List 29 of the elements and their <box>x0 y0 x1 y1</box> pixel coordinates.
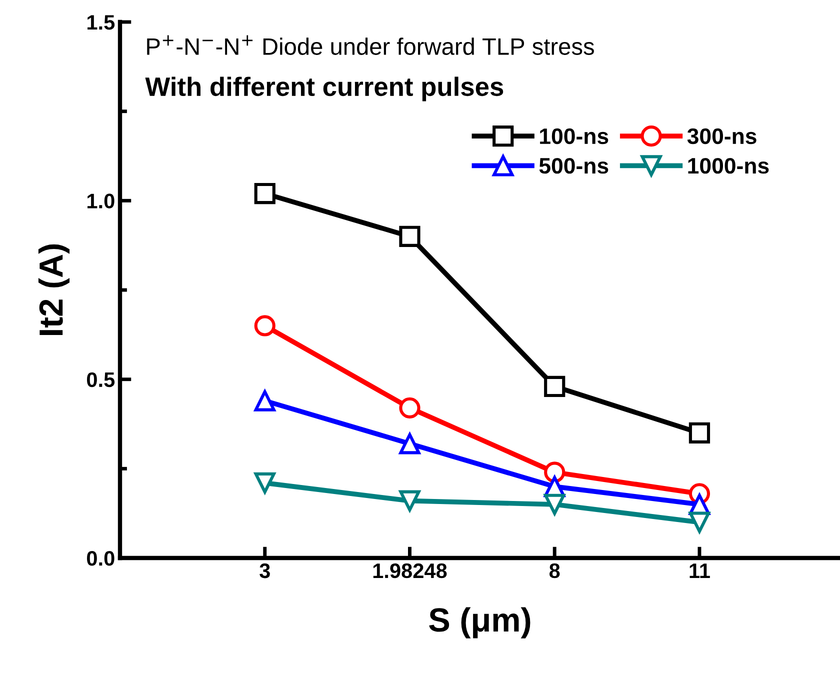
x-axis-title: S (μm) <box>429 607 530 638</box>
legend-label: 300-ns <box>687 128 756 144</box>
y-tick-label: 0.0 <box>87 551 114 566</box>
point <box>544 494 566 515</box>
legend-label: 100-ns <box>540 128 608 144</box>
legend-label: 1000-ns <box>688 158 769 174</box>
y-tick-label: 0.5 <box>87 372 115 388</box>
x-tick-label: 1.98248 <box>373 563 447 578</box>
point <box>254 390 276 412</box>
point <box>399 433 420 454</box>
x-tick-label: 3 <box>260 563 270 578</box>
y-tick-label: 1.5 <box>87 15 115 30</box>
point <box>544 462 566 483</box>
point <box>254 182 276 204</box>
x-tick-label: 8 <box>549 563 560 578</box>
x-tick-label: 11 <box>690 564 710 578</box>
point <box>399 226 420 247</box>
point <box>399 397 420 418</box>
point <box>688 422 710 444</box>
annotation: P$^{+}$-N$^{−}$-N$^{+}$ Diode under forward TLP stress <box>147 35 594 55</box>
point <box>399 490 420 512</box>
point <box>544 376 566 398</box>
point <box>254 472 276 494</box>
point <box>254 315 276 336</box>
y-axis-title: It2 (A) <box>38 244 70 335</box>
legend-label: 500-ns <box>539 158 608 174</box>
point <box>688 512 710 533</box>
annotation: With different current pulses <box>145 76 504 102</box>
y-tick-label: 1.0 <box>87 194 114 208</box>
